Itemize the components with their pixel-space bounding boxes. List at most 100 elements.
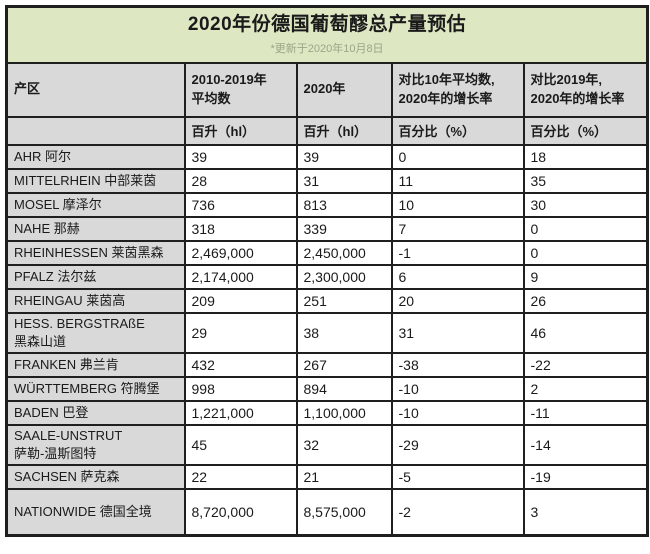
value-cell: 2,174,000: [183, 263, 298, 290]
table-row: MOSEL 摩泽尔 736 813 10 30: [5, 191, 649, 218]
value-cell: 38: [295, 311, 393, 355]
region-name: MITTELRHEIN 中部莱茵: [5, 167, 186, 194]
value-cell: 31: [295, 167, 393, 194]
region-name: RHEINGAU 莱茵高: [5, 287, 186, 314]
table-row: HESS. BERGSTRAßE 黑森山道 29 38 31 46: [5, 311, 649, 355]
value-cell: 29: [183, 311, 298, 355]
title-row: 2020年份德国葡萄醪总产量预估 *更新于2020年10月8日: [5, 5, 649, 64]
value-cell: -11: [522, 400, 649, 427]
value-cell: 267: [295, 352, 393, 379]
value-cell: -10: [390, 376, 525, 403]
table-row: AHR 阿尔 39 39 0 18: [5, 143, 649, 170]
table-row: SAALE-UNSTRUT 萨勒-温斯图特 45 32 -29 -14: [5, 424, 649, 467]
table-row: NATIONWIDE 德国全境 8,720,000 8,575,000 -2 3: [5, 488, 649, 537]
value-cell: 2: [522, 376, 649, 403]
value-cell: 6: [390, 263, 525, 290]
value-cell: 26: [522, 287, 649, 314]
table-row: MITTELRHEIN 中部莱茵 28 31 11 35: [5, 167, 649, 194]
value-cell: 8,575,000: [295, 488, 393, 537]
value-cell: -19: [522, 464, 649, 491]
value-cell: -1: [390, 239, 525, 266]
value-cell: -10: [390, 400, 525, 427]
title-band: 2020年份德国葡萄醪总产量预估 *更新于2020年10月8日: [5, 5, 649, 64]
value-cell: 22: [183, 464, 298, 491]
units-row: 百升（hl） 百升（hl） 百分比（%） 百分比（%）: [5, 115, 649, 146]
table-row: SACHSEN 萨克森 22 21 -5 -19: [5, 464, 649, 491]
value-cell: 339: [295, 215, 393, 242]
unit-header: 百升（hl）: [295, 115, 393, 146]
region-name: NAHE 那赫: [5, 215, 186, 242]
value-cell: 39: [295, 143, 393, 170]
table-body: AHR 阿尔 39 39 0 18 MITTELRHEIN 中部莱茵 28 31 11 35 MOS…: [5, 143, 649, 537]
table-row: RHEINGAU 莱茵高 209 251 20 26: [5, 287, 649, 314]
unit-header: [5, 115, 186, 146]
region-name: RHEINHESSEN 莱茵黑森: [5, 239, 186, 266]
value-cell: 31: [390, 311, 525, 355]
region-name: HESS. BERGSTRAßE 黑森山道: [5, 311, 186, 355]
value-cell: 45: [183, 424, 298, 467]
value-cell: -38: [390, 352, 525, 379]
value-cell: 2,469,000: [183, 239, 298, 266]
value-cell: 1,221,000: [183, 400, 298, 427]
value-cell: 251: [295, 287, 393, 314]
value-cell: 28: [183, 167, 298, 194]
column-header: 对比10年平均数, 2020年的增长率: [390, 61, 525, 118]
value-cell: 0: [522, 239, 649, 266]
table-row: FRANKEN 弗兰肯 432 267 -38 -22: [5, 352, 649, 379]
region-name: WÜRTTEMBERG 符腾堡: [5, 376, 186, 403]
document-sheet: 2020年份德国葡萄醪总产量预估 *更新于2020年10月8日 产区 2010-2…: [5, 5, 650, 537]
value-cell: 32: [295, 424, 393, 467]
value-cell: 2,300,000: [295, 263, 393, 290]
value-cell: 0: [522, 215, 649, 242]
value-cell: 8,720,000: [183, 488, 298, 537]
value-cell: 46: [522, 311, 649, 355]
region-name: FRANKEN 弗兰肯: [5, 352, 186, 379]
value-cell: 736: [183, 191, 298, 218]
value-cell: -14: [522, 424, 649, 467]
unit-header: 百分比（%）: [390, 115, 525, 146]
value-cell: 30: [522, 191, 649, 218]
value-cell: 10: [390, 191, 525, 218]
table-row: PFALZ 法尔兹 2,174,000 2,300,000 6 9: [5, 263, 649, 290]
value-cell: 35: [522, 167, 649, 194]
value-cell: 20: [390, 287, 525, 314]
column-header: 2020年: [295, 61, 393, 118]
value-cell: 2,450,000: [295, 239, 393, 266]
table-row: BADEN 巴登 1,221,000 1,100,000 -10 -11: [5, 400, 649, 427]
column-header: 产区: [5, 61, 186, 118]
value-cell: 1,100,000: [295, 400, 393, 427]
column-header: 对比2019年, 2020年的增长率: [522, 61, 649, 118]
value-cell: 813: [295, 191, 393, 218]
value-cell: -22: [522, 352, 649, 379]
value-cell: 7: [390, 215, 525, 242]
table-row: NAHE 那赫 318 339 7 0: [5, 215, 649, 242]
value-cell: 209: [183, 287, 298, 314]
table-row: WÜRTTEMBERG 符腾堡 998 894 -10 2: [5, 376, 649, 403]
region-name: NATIONWIDE 德国全境: [5, 488, 186, 537]
unit-header: 百升（hl）: [183, 115, 298, 146]
value-cell: 18: [522, 143, 649, 170]
update-note: *更新于2020年10月8日: [270, 42, 384, 55]
region-name: BADEN 巴登: [5, 400, 186, 427]
table-row: RHEINHESSEN 莱茵黑森 2,469,000 2,450,000 -1 0: [5, 239, 649, 266]
value-cell: -29: [390, 424, 525, 467]
region-name: MOSEL 摩泽尔: [5, 191, 186, 218]
value-cell: 21: [295, 464, 393, 491]
page-title: 2020年份德国葡萄醪总产量预估: [187, 14, 467, 35]
value-cell: 894: [295, 376, 393, 403]
region-name: AHR 阿尔: [5, 143, 186, 170]
unit-header: 百分比（%）: [522, 115, 649, 146]
value-cell: 3: [522, 488, 649, 537]
value-cell: 318: [183, 215, 298, 242]
column-header: 2010-2019年 平均数: [183, 61, 298, 118]
value-cell: 998: [183, 376, 298, 403]
region-name: PFALZ 法尔兹: [5, 263, 186, 290]
region-name: SAALE-UNSTRUT 萨勒-温斯图特: [5, 424, 186, 467]
production-table: 2020年份德国葡萄醪总产量预估 *更新于2020年10月8日 产区 2010-2…: [5, 5, 650, 537]
value-cell: -2: [390, 488, 525, 537]
value-cell: 9: [522, 263, 649, 290]
value-cell: 0: [390, 143, 525, 170]
value-cell: 39: [183, 143, 298, 170]
value-cell: -5: [390, 464, 525, 491]
value-cell: 11: [390, 167, 525, 194]
